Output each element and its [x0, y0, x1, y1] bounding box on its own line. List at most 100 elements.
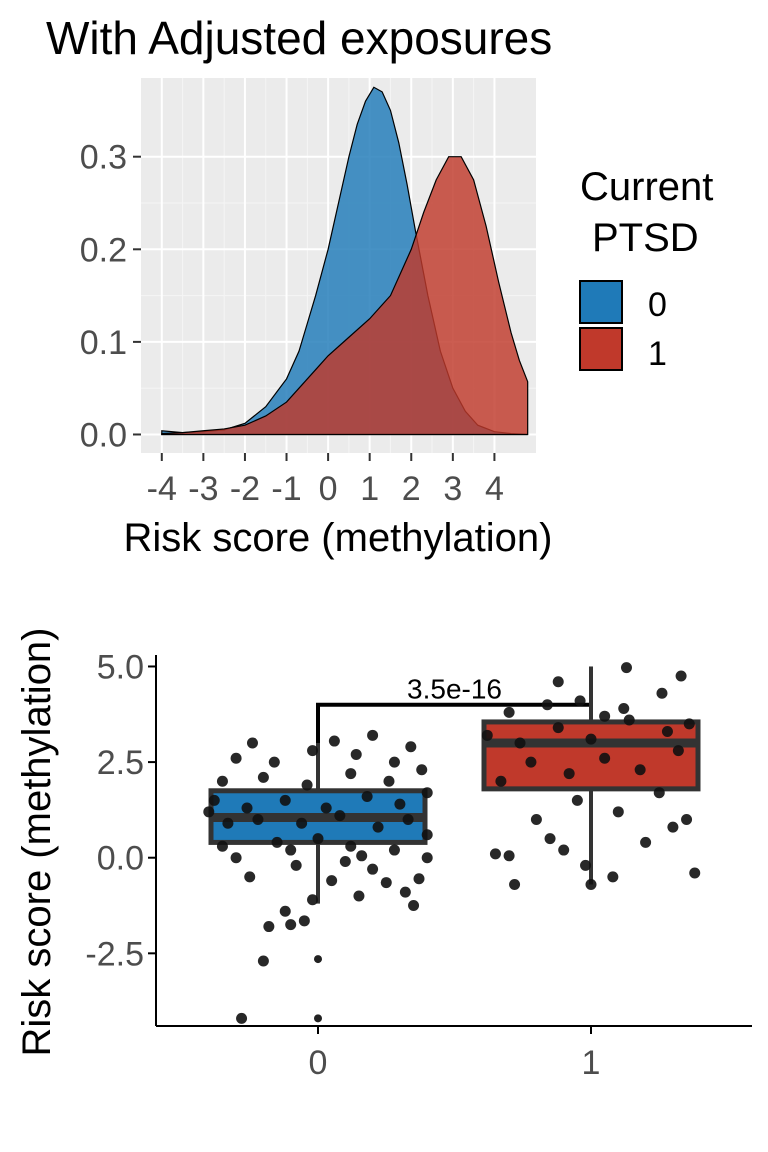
- density-x-tick-label: 1: [360, 470, 379, 508]
- density-y-tick-label: 0.1: [80, 324, 127, 362]
- jitter-point-0: [402, 813, 414, 825]
- box-y-tick-label: 0.0: [97, 840, 144, 878]
- jitter-point-0: [345, 840, 357, 852]
- jitter-point-0: [222, 817, 234, 829]
- jitter-point-1: [580, 859, 592, 871]
- jitter-point-0: [312, 833, 324, 845]
- jitter-point-1: [612, 806, 624, 818]
- density-x-tick-label: -3: [188, 470, 218, 508]
- jitter-point-0: [388, 756, 400, 768]
- density-y-tick-label: 0.0: [80, 416, 127, 454]
- jitter-point-0: [405, 741, 417, 753]
- jitter-point-0: [230, 752, 242, 764]
- jitter-point-0: [271, 836, 283, 848]
- jitter-point-1: [544, 833, 556, 845]
- box-axes: [148, 655, 752, 1034]
- jitter-point-0: [421, 829, 433, 841]
- jitter-point-0: [367, 863, 379, 875]
- box-y-tick-label: -2.5: [85, 935, 144, 973]
- density-areas: [161, 86, 529, 436]
- jitter-point-0: [290, 859, 302, 871]
- jitter-point-1: [672, 745, 684, 757]
- jitter-point-0: [307, 745, 319, 757]
- jitter-point-0: [257, 771, 269, 783]
- jitter-point-1: [558, 844, 570, 856]
- jitter-point-0: [334, 810, 346, 822]
- jitter-point-0: [350, 748, 362, 760]
- jitter-point-0: [380, 877, 392, 889]
- density-y-tick-labels: 0.0 0.1 0.2 0.3: [80, 139, 127, 455]
- density-x-tick-label: 2: [402, 470, 421, 508]
- jitter-point-0: [353, 890, 365, 902]
- significance-annotation: 3.5e-16: [316, 674, 593, 745]
- density-ticks: [133, 155, 496, 461]
- jitter-point-0: [383, 775, 395, 787]
- density-plot-panel: -4 -3 -2 -1 0 1 2 3 4 0.0 0.1 0.2 0.3: [80, 78, 536, 508]
- box-x-tick-label: 0: [309, 1044, 328, 1082]
- jitter-point-1: [571, 794, 583, 806]
- jitter-point-0: [268, 756, 280, 768]
- jitter-point-1: [525, 756, 537, 768]
- jitter-point-0: [361, 791, 373, 803]
- jitter-point-1: [599, 710, 611, 722]
- significance-p-value: 3.5e-16: [407, 674, 502, 705]
- jitter-point-1: [623, 714, 635, 726]
- jitter-point-0: [298, 915, 310, 927]
- density-x-tick-label: 3: [443, 470, 462, 508]
- jitter-point-1: [640, 836, 652, 848]
- jitter-point-1: [675, 670, 687, 682]
- jitter-point-0: [394, 798, 406, 810]
- legend-label-1: 1: [648, 335, 667, 373]
- box-1: [481, 719, 701, 792]
- jitter-point-0: [244, 871, 256, 883]
- jitter-point-1: [653, 787, 665, 799]
- legend-title-line-1: Current: [580, 165, 713, 209]
- jitter-point-1: [514, 737, 526, 749]
- density-x-tick-label: 4: [485, 470, 504, 508]
- jitter-point-0: [208, 794, 220, 806]
- jitter-point-0: [372, 821, 384, 833]
- jitter-point-0: [339, 856, 351, 868]
- jitter-point-0: [263, 921, 275, 933]
- jitter-point-0: [328, 735, 340, 747]
- jitter-point-0: [252, 813, 264, 825]
- jitter-point-0: [257, 955, 269, 967]
- box-y-tick-labels: -2.5 0.0 2.5 5.0: [85, 648, 144, 973]
- density-x-tick-label: 0: [319, 470, 338, 508]
- jitter-point-0: [326, 875, 338, 887]
- jitter-points: [203, 662, 701, 1024]
- jitter-point-0: [356, 850, 368, 862]
- density-y-tick-label: 0.2: [80, 231, 127, 269]
- jitter-point-1: [656, 687, 668, 699]
- legend-label-0: 0: [648, 286, 667, 324]
- density-x-tick-label: -4: [147, 470, 177, 508]
- box-y-axis-title: Risk score (methylation): [15, 627, 59, 1056]
- jitter-point-1: [541, 699, 553, 711]
- jitter-point-1: [620, 662, 632, 674]
- jitter-point-0: [203, 806, 215, 818]
- jitter-point-0: [367, 729, 379, 741]
- jitter-point-0: [285, 919, 297, 931]
- jitter-point-1: [574, 695, 586, 707]
- jitter-point-0: [421, 787, 433, 799]
- jitter-point-1: [503, 706, 515, 718]
- density-y-tick-label: 0.3: [80, 139, 127, 177]
- jitter-point-0: [230, 852, 242, 864]
- jitter-point-0: [285, 844, 297, 856]
- jitter-point-0: [307, 894, 319, 906]
- jitter-point-0: [241, 802, 253, 814]
- jitter-point-1: [509, 878, 521, 890]
- box-x-tick-label: 1: [582, 1044, 601, 1082]
- jitter-point-0: [279, 905, 291, 917]
- jitter-point-0: [216, 775, 228, 787]
- density-area-1: [161, 156, 529, 436]
- jitter-point-1: [552, 676, 564, 688]
- density-plot-title: With Adjusted exposures: [46, 12, 552, 64]
- box-y-tick-label: 2.5: [97, 744, 144, 782]
- jitter-point-1: [599, 752, 611, 764]
- jitter-point-0: [296, 817, 308, 829]
- jitter-point-1: [661, 725, 673, 737]
- jitter-point-0: [345, 768, 357, 780]
